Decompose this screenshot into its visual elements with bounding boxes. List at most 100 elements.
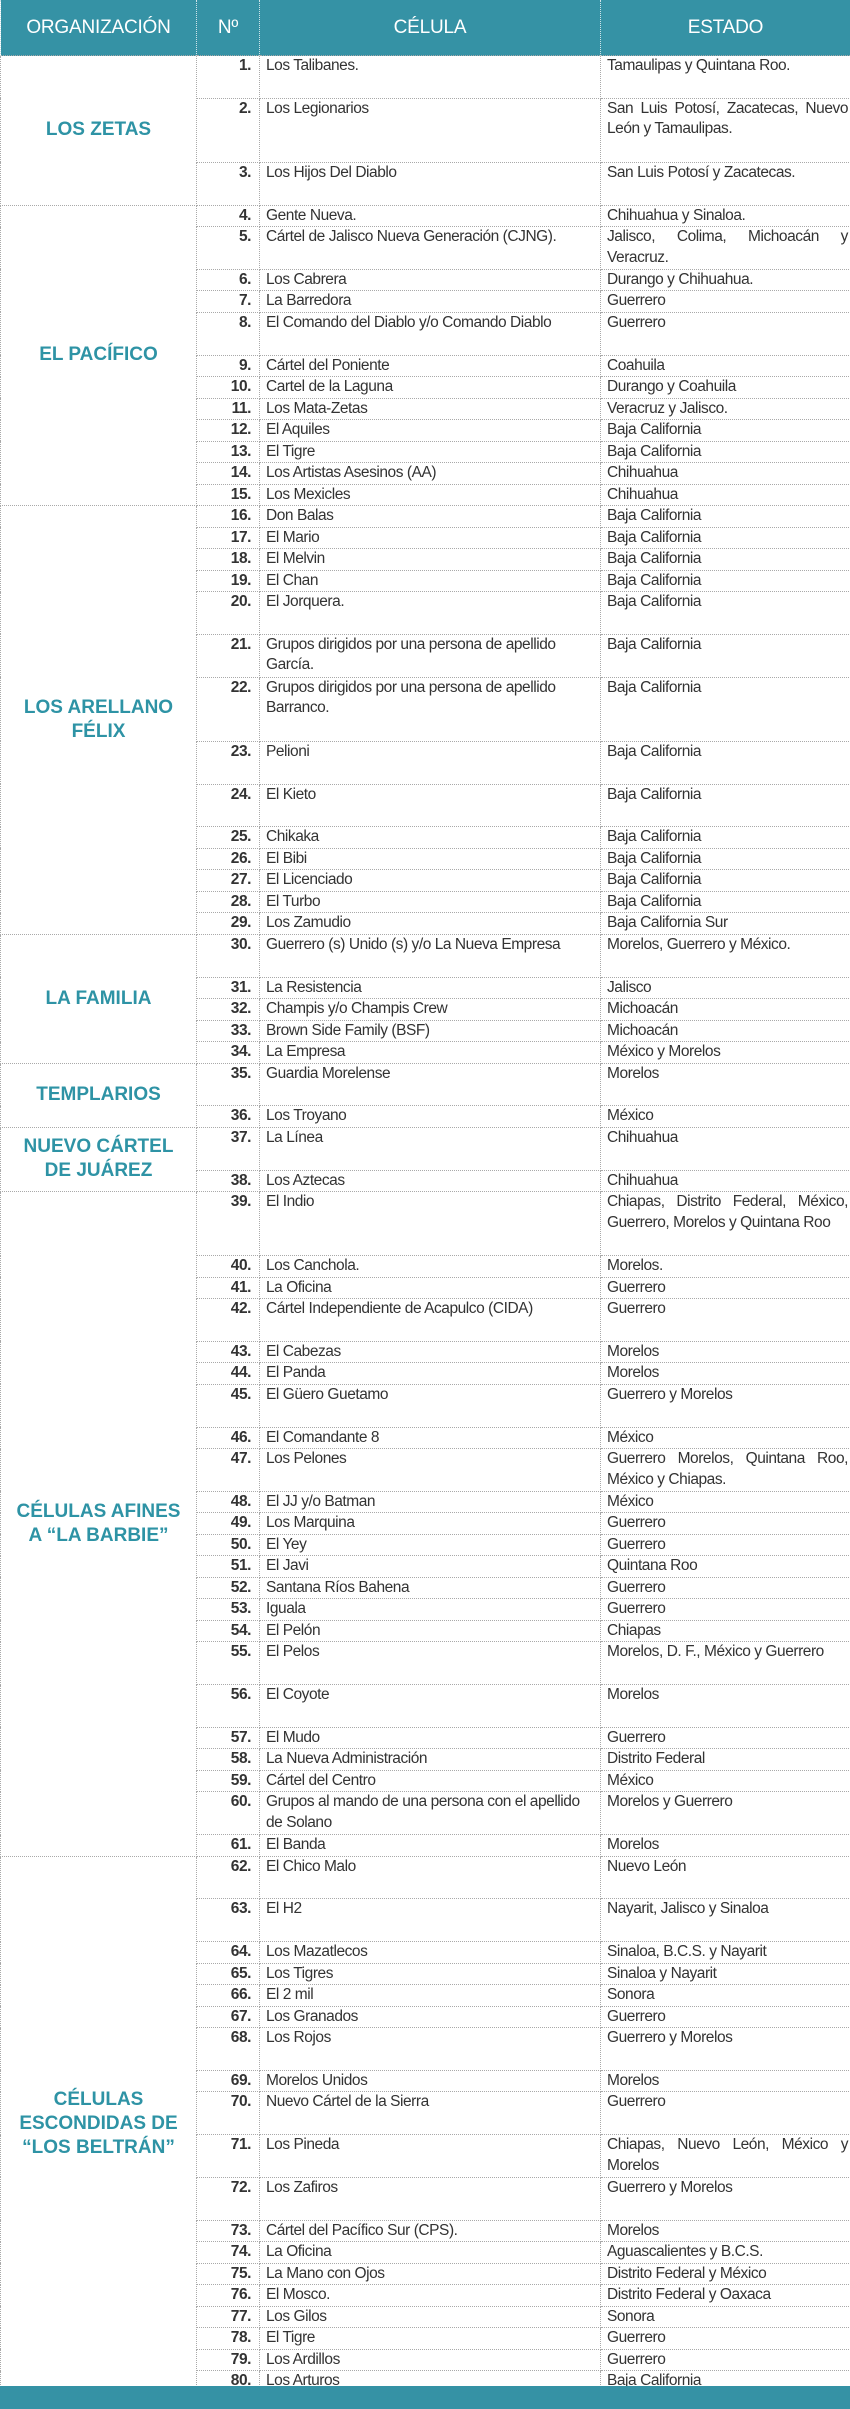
cell-name: El Aquiles xyxy=(259,419,601,442)
cell-name: El Mario xyxy=(259,526,601,550)
table-row: 41. La Oficina Guerrero xyxy=(1,1276,850,1300)
cell-name: Brown Side Family (BSF) xyxy=(259,1019,601,1042)
cell-state: Morelos xyxy=(600,2069,850,2093)
cell-state: Quintana Roo xyxy=(600,1555,850,1578)
cell-number: 24. xyxy=(196,783,260,828)
cell-state: Baja California xyxy=(600,526,850,550)
cell-number: 20. xyxy=(196,591,260,635)
cell-name: Guerrero (s) Unido (s) y/o La Nueva Empr… xyxy=(259,933,601,978)
cell-number: 76. xyxy=(196,2284,260,2307)
cell-number: 54. xyxy=(196,1619,260,1643)
cell-number: 60. xyxy=(196,1791,260,1836)
cell-number: 71. xyxy=(196,2134,260,2178)
table-row: 40. Los Canchola. Morelos. xyxy=(1,1255,850,1278)
table-row: 67. Los Granados Guerrero xyxy=(1,2005,850,2029)
cell-name: Los Aztecas xyxy=(259,1169,601,1192)
cell-name: Iguala xyxy=(259,1598,601,1621)
table-row: 10. Cartel de la Laguna Durango y Coahuila xyxy=(1,376,850,399)
cell-name: Los Gilos xyxy=(259,2305,601,2329)
cell-name: La Línea xyxy=(259,1126,601,1171)
organization-name: CÉLULAS ESCONDIDAS DE “LOS BELTRÁN” xyxy=(0,1855,197,2393)
cell-name: Cártel Independiente de Acapulco (CIDA) xyxy=(259,1298,601,1342)
cell-number: 2. xyxy=(196,97,260,163)
cell-number: 32. xyxy=(196,998,260,1021)
table-row: 60. Grupos al mando de una persona con el… xyxy=(1,1791,850,1836)
cell-number: 21. xyxy=(196,633,260,678)
cell-number: 58. xyxy=(196,1748,260,1771)
header-celula: CÉLULA xyxy=(259,0,601,56)
table-row: CÉLULAS ESCONDIDAS DE “LOS BELTRÁN” 62. El… xyxy=(0,1855,850,2393)
table-row: 28. El Turbo Baja California xyxy=(1,890,850,914)
cell-name: El Cabezas xyxy=(259,1340,601,1364)
cell-name: Chikaka xyxy=(259,826,601,849)
table-row: 52. Santana Ríos Bahena Guerrero xyxy=(1,1576,850,1600)
cell-number: 27. xyxy=(196,869,260,892)
cell-number: 77. xyxy=(196,2305,260,2329)
cell-number: 65. xyxy=(196,1962,260,1986)
cell-name: El Mudo xyxy=(259,1726,601,1750)
cell-state: Guerrero xyxy=(600,1298,850,1342)
cell-name: Los Canchola. xyxy=(259,1255,601,1278)
cell-state: Michoacán xyxy=(600,1019,850,1042)
cell-number: 33. xyxy=(196,1019,260,1042)
cell-state: Sinaloa, B.C.S. y Nayarit xyxy=(600,1941,850,1964)
table-row: 36. Los Troyano México xyxy=(1,1105,850,1128)
cell-state: Guerrero y Morelos xyxy=(600,2176,850,2221)
table-row: 5. Cártel de Jalisco Nueva Generación (CJ… xyxy=(1,226,850,270)
cell-name: Gente Nueva. xyxy=(259,204,601,228)
cell-name: El Chico Malo xyxy=(259,1855,601,1900)
cell-name: El Pelón xyxy=(259,1619,601,1643)
cell-name: El Güero Guetamo xyxy=(259,1383,601,1428)
cell-number: 30. xyxy=(196,933,260,978)
cell-name: Los Legionarios xyxy=(259,97,601,163)
cell-number: 5. xyxy=(196,226,260,270)
header-estado: ESTADO xyxy=(600,0,850,56)
table-row: 56. El Coyote Morelos xyxy=(1,1684,850,1728)
cell-name: El Tigre xyxy=(259,2327,601,2350)
cell-number: 47. xyxy=(196,1448,260,1492)
cell-state: Veracruz y Jalisco. xyxy=(600,397,850,421)
table-row: 51. El Javi Quintana Roo xyxy=(1,1555,850,1578)
table-row: 33. Brown Side Family (BSF) Michoacán xyxy=(1,1019,850,1042)
table-row: 72. Los Zafiros Guerrero y Morelos xyxy=(1,2176,850,2221)
cell-state: Guerrero xyxy=(600,2327,850,2350)
cell-number: 63. xyxy=(196,1898,260,1943)
table-row: 3. Los Hijos Del Diablo San Luis Potosí y … xyxy=(1,161,850,206)
cell-number: 70. xyxy=(196,2091,260,2136)
organization-name: EL PACÍFICO xyxy=(0,204,197,507)
table-row: 55. El Pelos Morelos, D. F., México y Guer… xyxy=(1,1641,850,1686)
cell-state: México xyxy=(600,1105,850,1128)
cell-name: Los Talibanes. xyxy=(259,55,601,99)
table-row: 18. El Melvin Baja California xyxy=(1,548,850,571)
cell-state: Baja California xyxy=(600,783,850,828)
cell-number: 53. xyxy=(196,1598,260,1621)
cell-name: Grupos al mando de una persona con el ap… xyxy=(259,1791,601,1836)
cell-number: 31. xyxy=(196,976,260,999)
table-row: LOS ARELLANO FÉLIX 16. Don Balas Baja Calif… xyxy=(0,505,850,935)
cell-state: Baja California xyxy=(600,890,850,914)
cell-name: Los Hijos Del Diablo xyxy=(259,161,601,206)
table-row: 21. Grupos dirigidos por una persona de a… xyxy=(1,633,850,678)
cell-state: San Luis Potosí, Zacatecas, Nuevo León y… xyxy=(600,97,850,163)
cell-state: Baja California xyxy=(600,548,850,571)
cell-name: La Oficina xyxy=(259,1276,601,1300)
cell-name: Morelos Unidos xyxy=(259,2069,601,2093)
table-row: 46. El Comandante 8 México xyxy=(1,1426,850,1450)
table-row: 57. El Mudo Guerrero xyxy=(1,1726,850,1750)
table-row: 23. Pelioni Baja California xyxy=(1,740,850,785)
cell-state: Baja California xyxy=(600,869,850,892)
cell-state: Michoacán xyxy=(600,998,850,1021)
cell-number: 66. xyxy=(196,1984,260,2007)
cell-name: Grupos dirigidos por una persona de apel… xyxy=(259,676,601,742)
cell-name: El Licenciado xyxy=(259,869,601,892)
cell-name: Los Granados xyxy=(259,2005,601,2029)
table-row: LA FAMILIA 30. Guerrero (s) Unido (s) y/o … xyxy=(0,933,850,1064)
table-row: 58. La Nueva Administración Distrito Feder… xyxy=(1,1748,850,1771)
cell-number: 48. xyxy=(196,1490,260,1514)
cell-state: Morelos xyxy=(600,1362,850,1385)
cell-number: 44. xyxy=(196,1362,260,1385)
cell-number: 61. xyxy=(196,1834,260,1857)
cell-number: 40. xyxy=(196,1255,260,1278)
table-row: 11. Los Mata-Zetas Veracruz y Jalisco. xyxy=(1,397,850,421)
